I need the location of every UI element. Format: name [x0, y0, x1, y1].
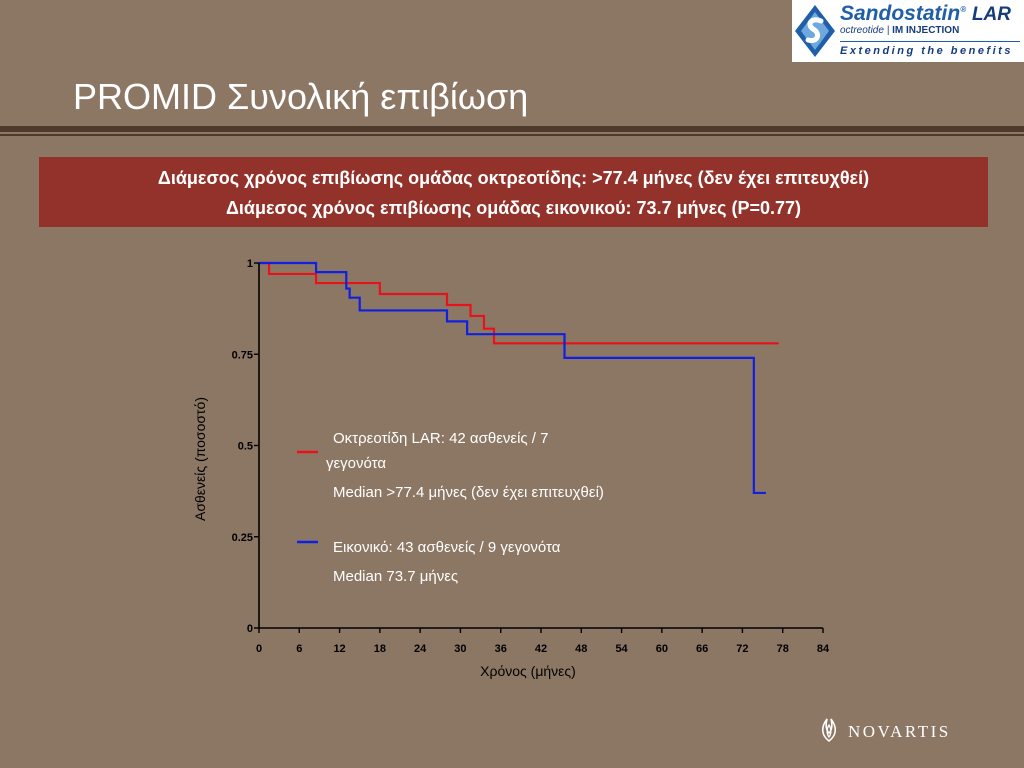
logo-brand: Sandostatin® LAR [840, 2, 1011, 25]
banner-placebo-median: Διάμεσος χρόνος επιβίωσης ομάδας εικονικ… [225, 198, 802, 218]
legend-octreotide-median: Median >77.4 μήνες (δεν έχει επιτευχθεί) [333, 484, 604, 501]
y-tick-label: 0.25 [232, 532, 253, 544]
logo-divider [840, 41, 1020, 42]
legend-octreotide-line2: γεγονότα [326, 455, 387, 472]
logo-subtitle: octreotide | IM INJECTION [840, 25, 960, 36]
logo-tagline: Extending the benefits [840, 45, 1013, 57]
x-tick-label: 84 [817, 643, 830, 655]
y-axis-label: Ασθενείς (ποσοστό) [192, 397, 208, 521]
octreotide-survival-line [259, 261, 779, 345]
x-tick-label: 18 [374, 643, 386, 655]
x-tick-label: 30 [454, 643, 466, 655]
x-tick-label: 54 [615, 643, 628, 655]
novartis-wordmark: NOVARTIS [848, 722, 951, 741]
x-tick-label: 78 [777, 643, 789, 655]
x-tick-label: 60 [656, 643, 668, 655]
y-tick-label: 0.5 [238, 441, 253, 453]
x-tick-label: 0 [256, 643, 262, 655]
x-tick-label: 72 [736, 643, 748, 655]
title-divider-thick [0, 126, 1024, 132]
logo-brand-name: Sandostatin [840, 2, 961, 25]
x-tick-label: 12 [333, 643, 345, 655]
x-tick-label: 48 [575, 643, 587, 655]
placebo-survival-line [259, 261, 766, 495]
page-title: PROMID Συνολική επιβίωση [73, 76, 529, 117]
legend-swatches [297, 450, 318, 544]
sandostatin-logo: Sandostatin® LAR octreotide | IM INJECTI… [792, 0, 1024, 62]
axes-layer [254, 262, 824, 633]
banner-octreotide-median: Διάμεσος χρόνος επιβίωσης ομάδας οκτρεοτ… [157, 168, 870, 188]
title-divider-thin [0, 134, 1024, 136]
y-tick-label: 1 [247, 258, 253, 270]
x-tick-label: 66 [696, 643, 708, 655]
logo-generic-name: octreotide [840, 25, 884, 36]
legend-placebo-line1: Εικονικό: 43 ασθενείς / 9 γεγονότα [333, 539, 561, 556]
labels-layer: 0 6 12 18 24 30 36 42 48 54 60 66 72 78 84 0 0.25 0.5 0.75… [192, 258, 830, 679]
legend-placebo-median: Median 73.7 μήνες [333, 568, 459, 585]
x-tick-label: 24 [414, 643, 427, 655]
novartis-flame-icon [821, 718, 837, 743]
legend-octreotide-line1: Οκτρεοτίδη LAR: 42 ασθενείς / 7 [333, 430, 549, 447]
x-tick-label: 6 [296, 643, 302, 655]
series-layer [259, 261, 779, 495]
x-tick-label: 42 [535, 643, 547, 655]
logo-brand-suffix: LAR [971, 4, 1011, 25]
x-tick-label: 36 [495, 643, 507, 655]
logo-form: IM INJECTION [892, 25, 960, 36]
x-axis-label: Χρόνος (μήνες) [480, 663, 576, 679]
y-tick-label: 0 [247, 623, 253, 635]
y-tick-label: 0.75 [232, 349, 253, 361]
median-survival-banner: Διάμεσος χρόνος επιβίωσης ομάδας οκτρεοτ… [39, 157, 988, 227]
sandostatin-s-mark-icon [795, 5, 835, 57]
